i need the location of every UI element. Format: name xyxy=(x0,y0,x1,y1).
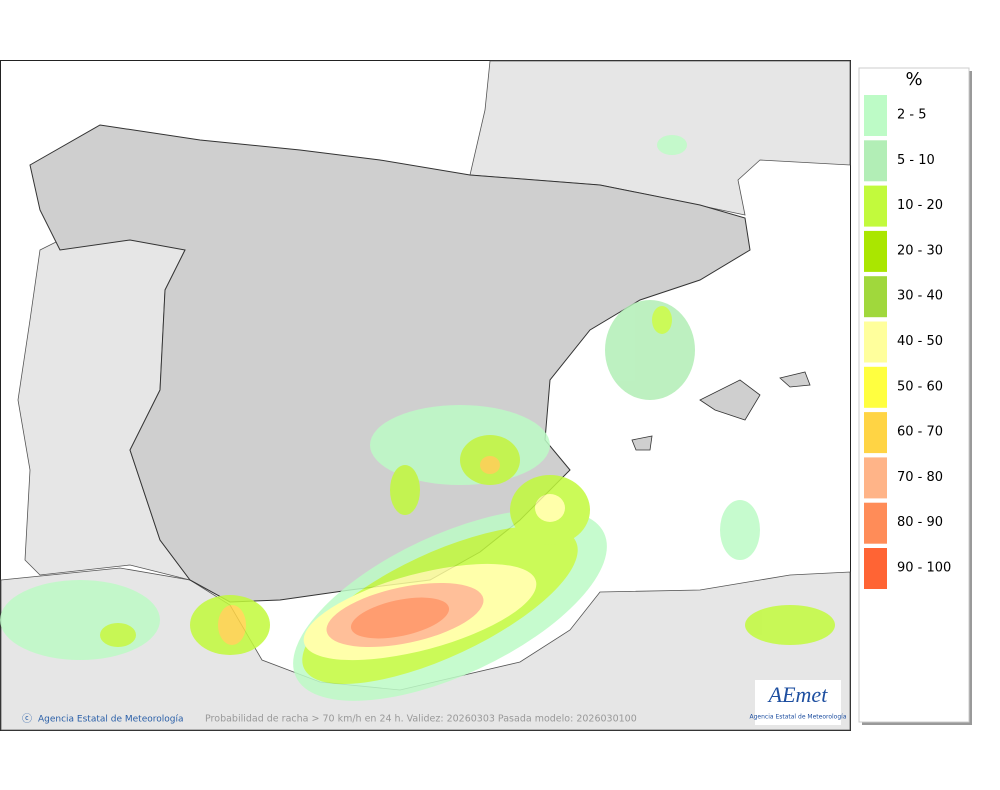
legend-label: 30 - 40 xyxy=(897,289,943,304)
probability-areas xyxy=(0,135,835,701)
legend-label: 5 - 10 xyxy=(897,153,935,168)
legend-label: 2 - 5 xyxy=(897,108,927,123)
legend-swatch xyxy=(864,230,887,272)
legend-label: 70 - 80 xyxy=(897,470,943,485)
legend-swatch xyxy=(864,457,887,499)
legend-swatch xyxy=(864,185,887,227)
legend: % 2 - 5 5 - 10 10 - 20 20 - 30 30 - 40 40 - 5… xyxy=(858,67,972,725)
legend-label: 50 - 60 xyxy=(897,379,943,394)
caption: Probabilidad de racha > 70 km/h en 24 h.… xyxy=(205,714,637,725)
legend-swatch xyxy=(864,140,887,182)
logo-box xyxy=(755,680,841,725)
logo-subtitle: Agencia Estatal de Meteorología xyxy=(750,714,847,721)
legend-label: 40 - 50 xyxy=(897,334,943,349)
legend-label: 60 - 70 xyxy=(897,425,943,440)
map: ⓒ Agencia Estatal de Meteorología Probab… xyxy=(0,60,851,731)
legend-swatch xyxy=(864,276,887,318)
legend-swatch xyxy=(864,502,887,544)
credit: Agencia Estatal de Meteorología xyxy=(38,715,184,725)
legend-swatch xyxy=(864,95,887,136)
legend-title: % xyxy=(905,69,922,90)
legend-label: 90 - 100 xyxy=(897,561,951,576)
legend-label: 20 - 30 xyxy=(897,243,943,258)
balearic-islands xyxy=(631,371,811,451)
legend-label: 80 - 90 xyxy=(897,515,943,530)
legend-swatch xyxy=(864,412,887,454)
credit-icon: ⓒ xyxy=(22,713,32,725)
france xyxy=(469,60,851,216)
legend-swatch xyxy=(864,366,887,408)
legend-swatch xyxy=(864,548,887,589)
legend-label: 10 - 20 xyxy=(897,198,943,213)
logo-name: AEmet xyxy=(767,682,829,707)
legend-swatch xyxy=(864,321,887,363)
logo: AEmet Agencia Estatal de Meteorología xyxy=(750,680,847,725)
